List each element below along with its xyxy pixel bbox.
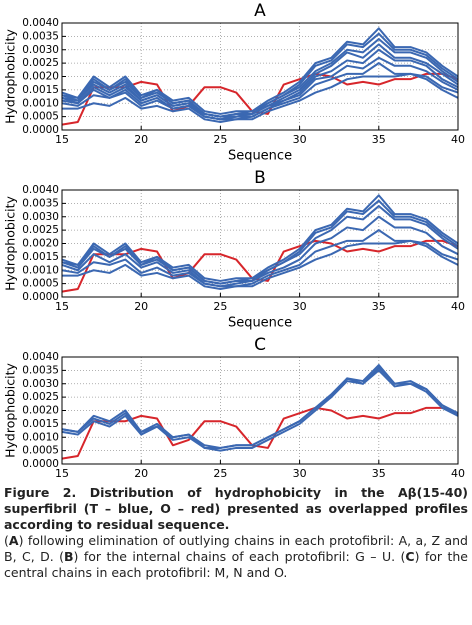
data-line — [61, 364, 459, 449]
data-line — [62, 239, 459, 290]
x-tick-label: 40 — [451, 467, 465, 480]
x-tick-label: 35 — [372, 467, 386, 480]
y-tick-label: 0.0010 — [22, 431, 59, 443]
chart-title: C — [254, 335, 266, 355]
x-tick-label: 20 — [134, 467, 148, 480]
y-tick-label: 0.0010 — [22, 97, 59, 109]
y-axis-label: Hydrophobicity — [3, 363, 18, 458]
y-tick-label: 0.0005 — [22, 111, 59, 123]
y-tick-label: 0.0035 — [22, 364, 59, 376]
y-tick-label: 0.0025 — [22, 224, 59, 236]
data-line — [61, 229, 459, 288]
data-line — [61, 369, 459, 452]
y-tick-label: 0.0030 — [22, 211, 59, 223]
data-line — [61, 38, 459, 118]
y-tick-label: 0.0025 — [22, 57, 59, 69]
y-tick-label: 0.0015 — [22, 418, 59, 430]
y-tick-label: 0.0030 — [22, 44, 59, 56]
x-tick-label: 20 — [134, 300, 148, 313]
y-tick-label: 0.0000 — [22, 124, 59, 136]
caption-text: ) for the internal chains of each protof… — [73, 549, 406, 564]
caption-text: ) for the central chains in each protofi… — [4, 549, 468, 580]
x-tick-label: 25 — [213, 467, 227, 480]
caption-bold: C — [405, 549, 415, 564]
x-axis-label: Sequence — [228, 316, 292, 331]
x-tick-label: 15 — [55, 467, 69, 480]
x-tick-label: 40 — [451, 133, 465, 146]
chart-panel: C0.00000.00050.00100.00150.00200.00250.0… — [3, 335, 466, 498]
y-tick-label: 0.0005 — [22, 445, 59, 457]
figure: A0.00000.00050.00100.00150.00200.00250.0… — [3, 1, 466, 498]
chart-title: B — [254, 168, 266, 188]
y-tick-label: 0.0035 — [22, 30, 59, 42]
caption-text: ) following elimination of outlying chai… — [4, 533, 468, 564]
data-line — [61, 194, 459, 282]
y-tick-label: 0.0005 — [22, 278, 59, 290]
x-tick-label: 35 — [372, 300, 386, 313]
x-tick-label: 15 — [55, 300, 69, 313]
x-axis-label: Sequence — [228, 149, 292, 164]
chart-title: A — [254, 1, 266, 21]
plot-frame — [61, 189, 459, 298]
caption-bold: A — [8, 533, 19, 548]
x-tick-label: 30 — [293, 300, 307, 313]
x-tick-label: 15 — [55, 133, 69, 146]
data-line — [61, 199, 459, 285]
y-tick-label: 0.0035 — [22, 197, 59, 209]
y-tick-label: 0.0025 — [22, 391, 59, 403]
x-tick-label: 30 — [293, 133, 307, 146]
chart-panel: A0.00000.00050.00100.00150.00200.00250.0… — [3, 1, 466, 164]
y-tick-label: 0.0020 — [22, 238, 59, 250]
x-tick-label: 25 — [213, 133, 227, 146]
x-tick-label: 25 — [213, 300, 227, 313]
chart-panel: B0.00000.00050.00100.00150.00200.00250.0… — [3, 168, 466, 331]
y-tick-label: 0.0020 — [22, 405, 59, 417]
plot-frame — [61, 356, 459, 465]
y-tick-label: 0.0015 — [22, 84, 59, 96]
x-tick-label: 35 — [372, 133, 386, 146]
data-line — [61, 215, 459, 288]
caption-body: (A) following elimination of outlying ch… — [4, 533, 468, 581]
data-line — [62, 72, 459, 123]
data-line — [61, 205, 459, 285]
caption-title: Figure 2. Distribution of hydrophobicity… — [4, 485, 468, 532]
y-tick-label: 0.0000 — [22, 291, 59, 303]
y-tick-label: 0.0000 — [22, 458, 59, 470]
y-axis-label: Hydrophobicity — [3, 29, 18, 124]
y-tick-label: 0.0040 — [22, 17, 59, 29]
x-tick-label: 20 — [134, 133, 148, 146]
caption-bold: B — [64, 549, 74, 564]
data-line — [61, 366, 459, 449]
data-line — [61, 48, 459, 121]
caption-text: ( — [4, 533, 9, 548]
y-tick-label: 0.0040 — [22, 184, 59, 196]
y-tick-label: 0.0015 — [22, 251, 59, 263]
y-tick-label: 0.0040 — [22, 351, 59, 363]
plot-frame — [61, 22, 459, 131]
data-line — [61, 27, 459, 115]
x-tick-label: 30 — [293, 467, 307, 480]
y-tick-label: 0.0020 — [22, 71, 59, 83]
y-tick-label: 0.0030 — [22, 378, 59, 390]
data-line — [61, 32, 459, 118]
y-tick-label: 0.0010 — [22, 264, 59, 276]
y-axis-label: Hydrophobicity — [3, 196, 18, 291]
x-tick-label: 40 — [451, 300, 465, 313]
data-line — [61, 62, 459, 121]
caption: Figure 2. Distribution of hydrophobicity… — [4, 485, 468, 581]
